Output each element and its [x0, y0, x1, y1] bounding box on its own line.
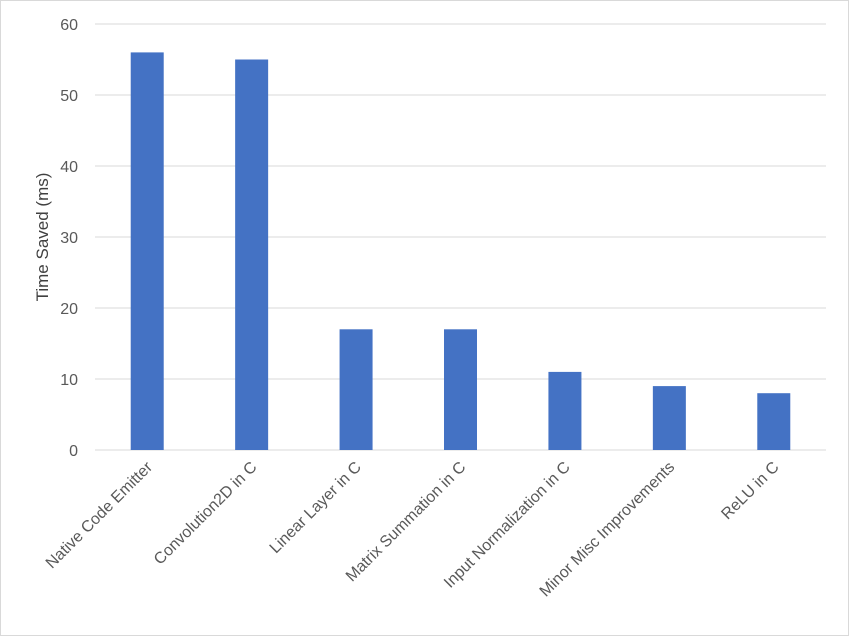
- y-tick-label: 40: [60, 159, 78, 176]
- bar-input-normalization-in-c: [548, 371, 582, 450]
- bar-minor-misc-improvements: [652, 386, 686, 450]
- y-tick-label: 50: [60, 88, 78, 105]
- gridlines: [95, 23, 826, 451]
- y-axis-ticks: 0 10 20 30 40 50 60: [60, 17, 78, 460]
- y-tick-label: 30: [60, 230, 78, 247]
- x-tick-label: Native Code Emitter: [43, 458, 157, 572]
- bar-linear-layer-in-c: [339, 329, 373, 450]
- y-tick-label: 0: [69, 443, 78, 460]
- bar-native-code-emitter: [130, 52, 164, 451]
- bar-convolution2d-in-c: [235, 59, 269, 450]
- y-tick-label: 60: [60, 17, 78, 34]
- bars: [130, 52, 791, 451]
- x-tick-label: Linear Layer in C: [267, 459, 365, 557]
- x-tick-label: Matrix Summation in C: [343, 459, 469, 585]
- x-tick-label: ReLU in C: [718, 459, 782, 523]
- y-tick-label: 20: [60, 301, 78, 318]
- y-tick-label: 10: [60, 372, 78, 389]
- y-axis-label: Time Saved (ms): [33, 173, 52, 302]
- bar-relu-in-c: [757, 393, 791, 450]
- x-tick-label: Convolution2D in C: [151, 459, 261, 569]
- bar-matrix-summation-in-c: [444, 329, 477, 450]
